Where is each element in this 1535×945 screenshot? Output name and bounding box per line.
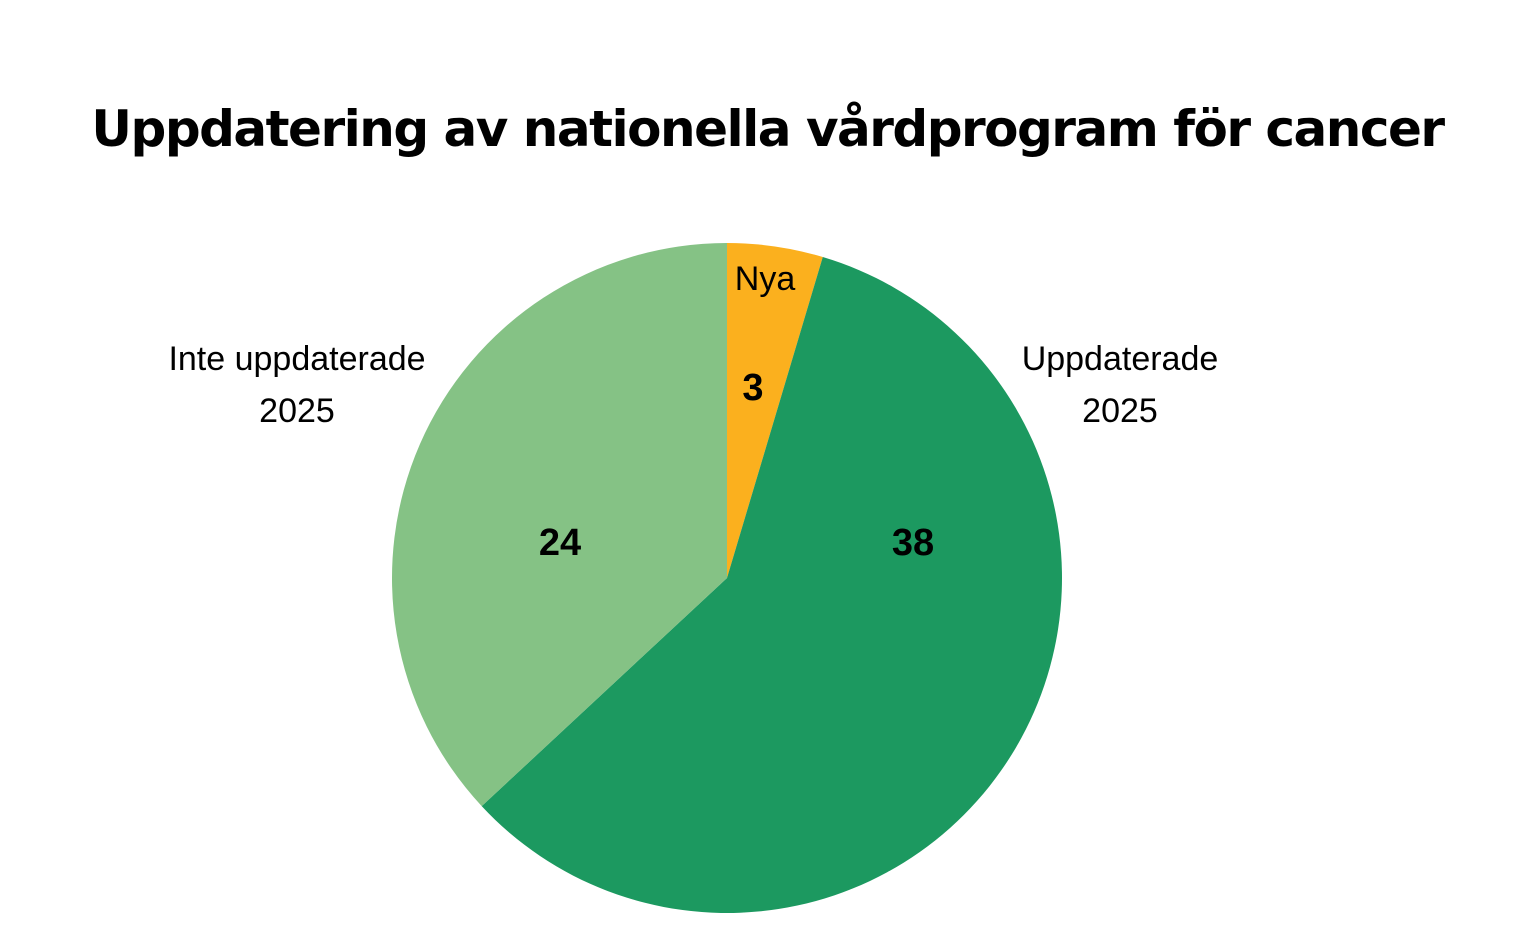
chart-title: Uppdatering av nationella vårdprogram fö… (91, 100, 1445, 158)
slice-category-label: Nya (735, 260, 796, 298)
slice-value-label: 38 (892, 522, 934, 564)
pie-slice-uppdaterade-2025 (481, 256, 1062, 913)
pie-slice-inte-uppdaterade-2025 (392, 243, 727, 807)
slice-value-label: 24 (539, 522, 581, 564)
slice-value-label: 3 (742, 367, 763, 409)
pie-slice-nya (727, 243, 823, 578)
slice-category-label: Inte uppdaterade 2025 (168, 340, 425, 430)
slice-category-label: Uppdaterade 2025 (1022, 340, 1219, 430)
